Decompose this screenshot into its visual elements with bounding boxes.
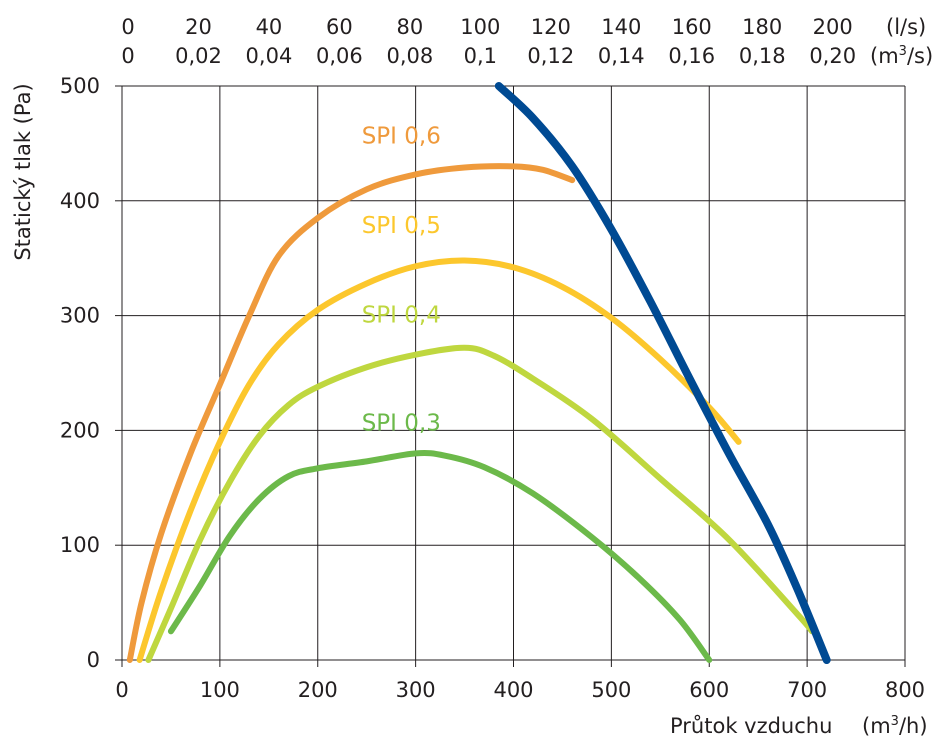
x-tick-label-7: 700 bbox=[787, 678, 827, 702]
top-axis-0-tick-5: 100 bbox=[460, 15, 500, 39]
top-axis-0-tick-9: 180 bbox=[742, 15, 782, 39]
x-tick-label-8: 800 bbox=[885, 678, 925, 702]
series-line-spi-0-6 bbox=[126, 163, 576, 663]
top-axis-0-tick-2: 40 bbox=[256, 15, 283, 39]
x-tick-label-4: 400 bbox=[493, 678, 533, 702]
top-axis-1-tick-10: 0,20 bbox=[809, 44, 856, 68]
y-tick-label-4: 400 bbox=[60, 189, 100, 213]
top-axis-1-tick-0: 0 bbox=[121, 44, 134, 68]
tick-labels: 0 100 200 300 400 500 600 700 800010020030040050… bbox=[60, 15, 925, 702]
x-axis-title: Průtok vzduchu bbox=[670, 714, 832, 738]
grid bbox=[115, 85, 906, 667]
x-tick-label-3: 300 bbox=[396, 678, 436, 702]
series-label-3: SPI 0,3 bbox=[362, 410, 441, 436]
top-axis-0-tick-10: 200 bbox=[813, 15, 853, 39]
x-tick-label-2: 200 bbox=[298, 678, 338, 702]
top-axis-0-tick-3: 60 bbox=[326, 15, 353, 39]
series-labels: SPI 0,6 SPI 0,5 SPI 0,4 SPI 0,3 bbox=[362, 123, 441, 436]
series-line-spi-0-3 bbox=[167, 449, 713, 663]
top-axis-1-tick-6: 0,12 bbox=[527, 44, 574, 68]
top-axis-0-tick-6: 120 bbox=[531, 15, 571, 39]
top-axis-1-tick-8: 0,16 bbox=[668, 44, 715, 68]
x-tick-label-1: 100 bbox=[200, 678, 240, 702]
x-tick-label-0: 0 bbox=[115, 678, 128, 702]
top-axis-1-tick-7: 0,14 bbox=[598, 44, 645, 68]
x-axis-unit: (m3/h) bbox=[862, 714, 928, 738]
top-axis-1-tick-4: 0,08 bbox=[386, 44, 433, 68]
top-axis-1-tick-1: 0,02 bbox=[175, 44, 222, 68]
y-tick-label-2: 200 bbox=[60, 418, 100, 442]
series-label-1: SPI 0,5 bbox=[362, 213, 441, 239]
x-tick-label-6: 600 bbox=[689, 678, 729, 702]
top-axis-1-tick-2: 0,04 bbox=[246, 44, 293, 68]
top-axis-0-tick-4: 80 bbox=[397, 15, 424, 39]
x-axis-title-text: Průtok vzduchu bbox=[670, 714, 832, 738]
y-axis-title: Statický tlak (Pa) bbox=[11, 83, 35, 260]
x-tick-label-5: 500 bbox=[591, 678, 631, 702]
top-axis-0-tick-0: 0 bbox=[121, 15, 134, 39]
top-axis-1-tick-9: 0,18 bbox=[739, 44, 786, 68]
y-tick-label-5: 500 bbox=[60, 74, 100, 98]
y-tick-label-3: 300 bbox=[60, 304, 100, 328]
top-axis-1-tick-5: 0,1 bbox=[464, 44, 497, 68]
top-axis-0-tick-8: 160 bbox=[672, 15, 712, 39]
series-label-0: SPI 0,6 bbox=[362, 123, 441, 149]
system-curve-line bbox=[494, 82, 831, 664]
y-tick-label-1: 100 bbox=[60, 533, 100, 557]
series-line-spi-0-4 bbox=[145, 344, 816, 663]
top-axis-unit-m3s: (m3/s) bbox=[870, 44, 933, 68]
top-axis-0-tick-7: 140 bbox=[601, 15, 641, 39]
series-group bbox=[126, 82, 831, 664]
top-axis-1-tick-3: 0,06 bbox=[316, 44, 363, 68]
top-axis-0-tick-1: 20 bbox=[185, 15, 212, 39]
top-axis-unit-ls: (l/s) bbox=[886, 15, 926, 39]
series-label-2: SPI 0,4 bbox=[362, 302, 441, 328]
y-tick-label-0: 0 bbox=[87, 648, 100, 672]
series-line-spi-0-5 bbox=[136, 257, 742, 663]
